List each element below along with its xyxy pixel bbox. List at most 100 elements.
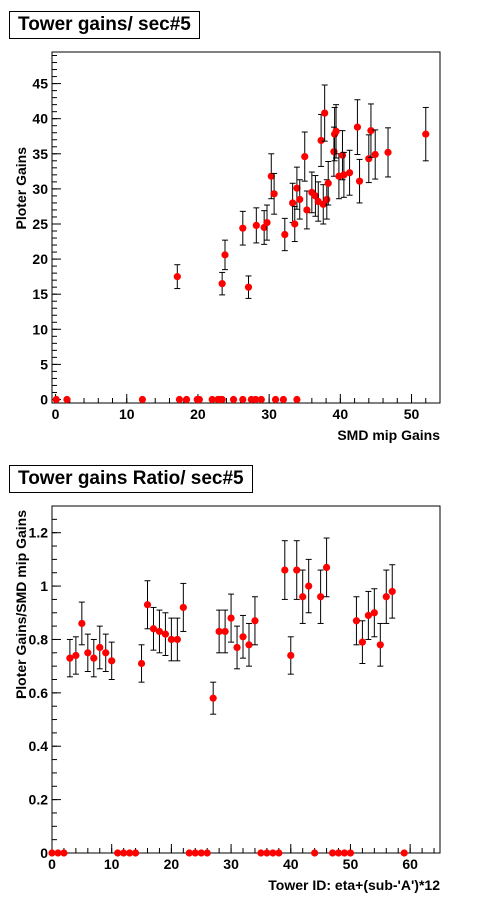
y-tick-label: 45 bbox=[32, 76, 48, 92]
data-point bbox=[321, 109, 329, 117]
data-point bbox=[239, 224, 247, 232]
data-point bbox=[370, 609, 378, 617]
y-tick-label: 0.4 bbox=[29, 738, 49, 754]
data-point bbox=[376, 641, 384, 649]
data-point bbox=[149, 625, 158, 633]
plot-frame bbox=[51, 51, 441, 404]
data-point bbox=[175, 395, 184, 404]
data-point bbox=[52, 395, 60, 404]
y-tick-label: 35 bbox=[32, 146, 48, 162]
y-tick-label: 15 bbox=[32, 286, 48, 302]
chart-title: Tower gains Ratio/ sec#5 bbox=[9, 465, 253, 493]
data-point bbox=[179, 603, 187, 612]
data-point bbox=[126, 849, 134, 857]
data-point bbox=[120, 849, 128, 857]
y-tick-label: 1.2 bbox=[29, 525, 49, 541]
data-point bbox=[384, 148, 392, 156]
scatter-chart-ratio: 0 10 20 30 40 50 60 0 0.2 0.4 0.6 0.8 1 1.2 Tower ID: … bbox=[13, 505, 441, 893]
data-point bbox=[271, 395, 280, 404]
x-axis-title: Tower ID: eta+(sub-'A')*12 bbox=[268, 877, 440, 893]
y-tick-label: 0.6 bbox=[29, 685, 49, 701]
data-point bbox=[332, 127, 340, 135]
data-point bbox=[305, 582, 313, 590]
scatter-chart-gains: 0 10 20 30 40 50 0 5 10 15 20 25 30 35 40 45 SMD mip Gai… bbox=[13, 51, 441, 443]
x-tick-label: 20 bbox=[190, 406, 206, 422]
data-point bbox=[252, 221, 260, 229]
data-point bbox=[195, 395, 203, 404]
data-point bbox=[244, 283, 253, 291]
y-tick-label: 20 bbox=[32, 251, 48, 267]
data-point bbox=[173, 635, 181, 644]
data-point bbox=[291, 220, 299, 228]
data-point bbox=[84, 649, 92, 657]
data-point bbox=[155, 627, 164, 636]
data-point bbox=[346, 849, 355, 857]
data-point bbox=[382, 593, 390, 601]
data-point bbox=[328, 849, 337, 857]
data-point bbox=[161, 630, 170, 638]
data-point bbox=[323, 195, 331, 204]
y-tick-label: 0.8 bbox=[29, 631, 49, 647]
x-tick-label: 30 bbox=[223, 856, 239, 872]
data-point bbox=[371, 150, 379, 159]
y-axis-title: Ploter Gains/SMD mip Gains bbox=[13, 510, 29, 699]
data-point bbox=[54, 849, 62, 857]
data-point bbox=[263, 218, 271, 227]
data-point bbox=[400, 849, 408, 857]
data-point bbox=[131, 849, 140, 857]
data-point bbox=[137, 659, 146, 668]
x-tick-label: 0 bbox=[52, 406, 60, 422]
y-tick-label: 30 bbox=[32, 181, 48, 197]
data-point bbox=[197, 849, 205, 857]
y-tick-label: 5 bbox=[40, 356, 48, 372]
data-point bbox=[215, 627, 223, 636]
data-point bbox=[422, 130, 430, 138]
data-point bbox=[275, 849, 283, 857]
data-point bbox=[303, 206, 311, 214]
data-point bbox=[239, 633, 247, 641]
data-point bbox=[48, 849, 56, 857]
x-tick-label: 40 bbox=[333, 406, 349, 422]
chart-title: Tower gains/ sec#5 bbox=[9, 11, 200, 39]
data-point bbox=[317, 136, 325, 145]
data-point bbox=[203, 849, 211, 857]
y-tick-label: 10 bbox=[32, 321, 48, 337]
data-point bbox=[209, 694, 217, 702]
data-point bbox=[114, 849, 122, 857]
data-point bbox=[229, 395, 238, 404]
x-tick-label: 10 bbox=[119, 406, 135, 422]
data-point bbox=[173, 273, 181, 281]
data-point bbox=[270, 190, 278, 198]
data-point bbox=[296, 195, 304, 204]
x-tick-label: 0 bbox=[48, 856, 56, 872]
data-point bbox=[358, 638, 366, 646]
data-point bbox=[281, 230, 289, 239]
data-point bbox=[257, 395, 265, 404]
x-tick-label: 50 bbox=[343, 856, 359, 872]
y-tick-label: 0 bbox=[40, 391, 48, 407]
data-point bbox=[227, 614, 235, 622]
data-point bbox=[108, 657, 116, 665]
data-point bbox=[221, 251, 229, 259]
data-point bbox=[293, 566, 301, 574]
data-point bbox=[367, 127, 375, 135]
x-tick-label: 60 bbox=[402, 856, 418, 872]
data-point bbox=[90, 654, 98, 662]
data-point bbox=[96, 643, 104, 652]
data-point bbox=[63, 395, 71, 404]
data-point bbox=[251, 617, 259, 625]
data-point bbox=[72, 651, 80, 660]
data-point bbox=[293, 184, 301, 192]
data-point bbox=[289, 199, 297, 207]
data-point bbox=[218, 395, 226, 404]
data-point bbox=[267, 172, 275, 180]
data-point bbox=[60, 849, 68, 857]
data-point bbox=[252, 395, 260, 404]
data-point bbox=[340, 849, 349, 857]
y-tick-label: 25 bbox=[32, 216, 48, 232]
data-point bbox=[102, 649, 110, 657]
data-point bbox=[167, 635, 175, 644]
data-point bbox=[345, 169, 354, 177]
data-point bbox=[208, 395, 216, 404]
data-point bbox=[182, 395, 191, 404]
